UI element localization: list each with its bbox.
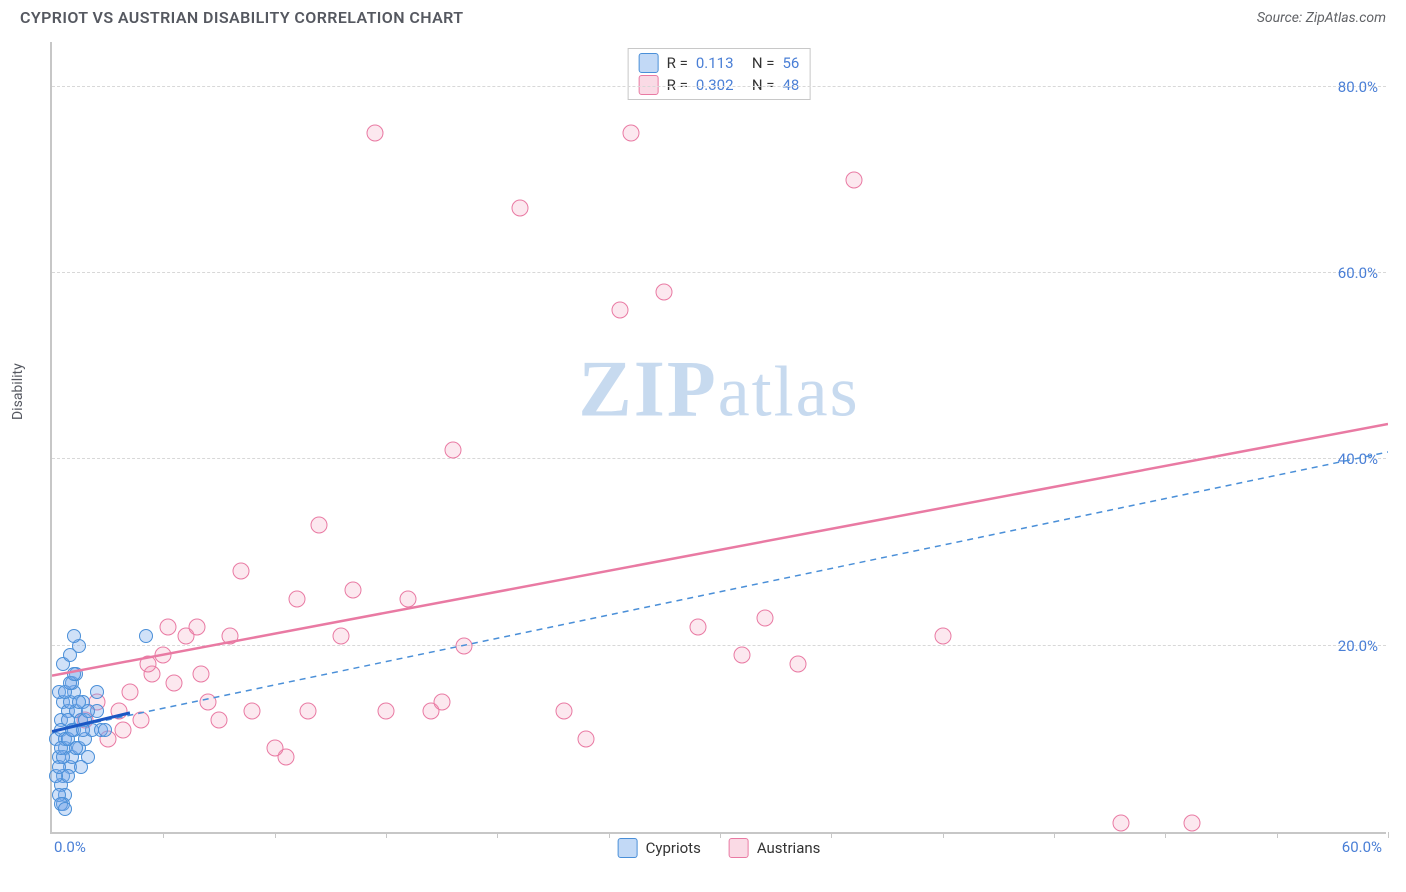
data-point [98,723,112,737]
data-point [366,125,383,142]
y-tick-label: 40.0% [1338,450,1378,468]
data-point [288,591,305,608]
data-point [199,693,216,710]
data-point [689,619,706,636]
stats-legend-box: R = 0.113 N = 56 R = 0.302 N = 48 [628,48,811,100]
y-axis-label: Disability [10,363,26,420]
data-point [1184,814,1201,831]
gridline [52,272,1386,273]
data-point [734,646,751,663]
data-point [311,516,328,533]
x-tick [1165,832,1166,838]
gridline [52,645,1386,646]
data-point [67,667,81,681]
data-point [333,628,350,645]
stats-row-cypriots: R = 0.113 N = 56 [639,53,800,73]
data-point [211,712,228,729]
data-point [139,629,153,643]
data-point [159,619,176,636]
data-point [133,712,150,729]
legend-item-austrians: Austrians [729,838,821,858]
x-tick [275,832,276,838]
data-point [789,656,806,673]
x-tick [720,832,721,838]
x-tick [497,832,498,838]
swatch-pink-icon [729,838,749,858]
x-tick [943,832,944,838]
x-tick [163,832,164,838]
data-point [233,563,250,580]
data-point [81,704,95,718]
data-point [400,591,417,608]
gridline [52,458,1386,459]
x-tick [609,832,610,838]
data-point [511,199,528,216]
data-point [845,171,862,188]
data-point [444,441,461,458]
x-axis-end-label: 60.0% [1342,838,1382,856]
data-point [110,702,127,719]
data-point [76,723,90,737]
data-point [155,646,172,663]
data-point [1112,814,1129,831]
data-point [622,125,639,142]
data-point [188,619,205,636]
data-point [121,684,138,701]
data-point [244,702,261,719]
data-point [90,685,104,699]
y-tick-label: 60.0% [1338,264,1378,282]
y-tick-label: 80.0% [1338,78,1378,96]
data-point [578,730,595,747]
data-point [193,665,210,682]
data-point [166,674,183,691]
x-tick [1277,832,1278,838]
data-point [69,741,83,755]
watermark: ZIPatlas [578,344,859,435]
swatch-blue-icon [639,53,659,73]
y-tick-label: 20.0% [1338,637,1378,655]
data-point [222,628,239,645]
swatch-blue-icon [618,838,638,858]
data-point [58,802,72,816]
data-point [433,693,450,710]
scatter-chart: ZIPatlas R = 0.113 N = 56 R = 0.302 N = … [50,42,1386,834]
data-point [67,629,81,643]
data-point [300,702,317,719]
data-point [611,302,628,319]
data-point [756,609,773,626]
x-axis-origin-label: 0.0% [54,838,86,856]
x-tick [1054,832,1055,838]
gridline [52,86,1386,87]
series-legend: Cypriots Austrians [618,838,821,858]
data-point [74,760,88,774]
chart-title: CYPRIOT VS AUSTRIAN DISABILITY CORRELATI… [20,8,463,27]
x-tick [386,832,387,838]
data-point [344,581,361,598]
source-attribution: Source: ZipAtlas.com [1257,10,1386,26]
data-point [656,283,673,300]
data-point [115,721,132,738]
legend-item-cypriots: Cypriots [618,838,701,858]
data-point [556,702,573,719]
x-tick [1388,832,1389,838]
data-point [455,637,472,654]
data-point [934,628,951,645]
data-point [378,702,395,719]
x-tick [831,832,832,838]
data-point [139,656,156,673]
data-point [266,740,283,757]
